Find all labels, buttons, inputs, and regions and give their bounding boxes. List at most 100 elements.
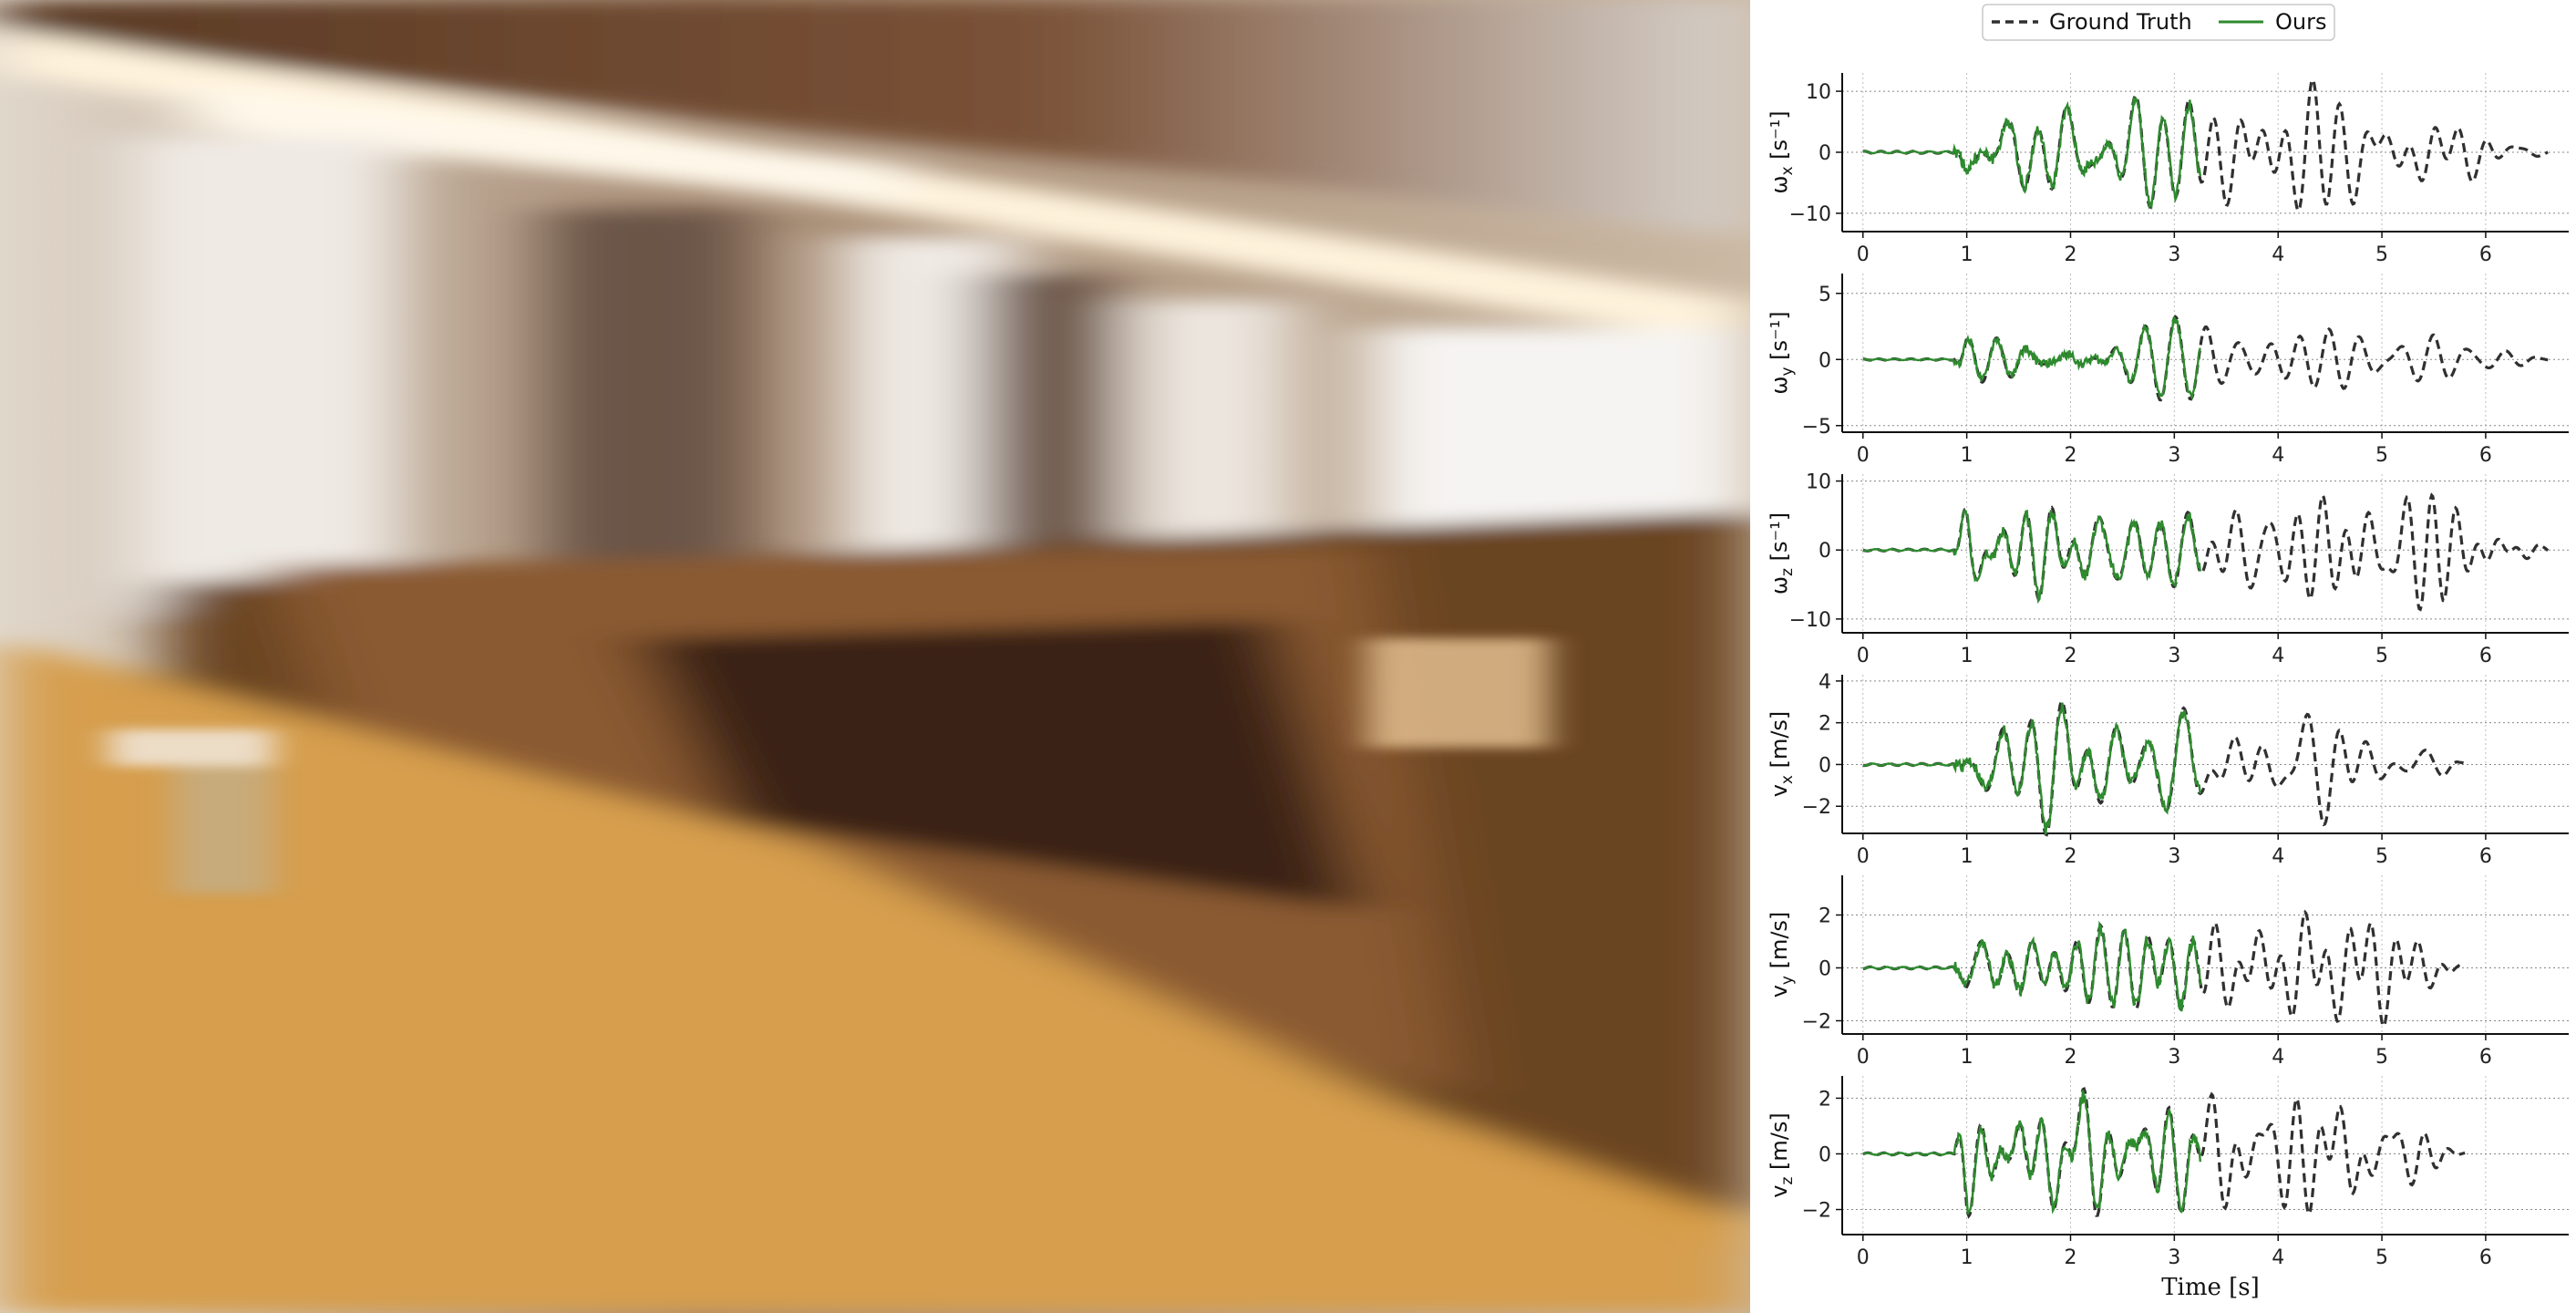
imu-plots-panel: Ground Truth Ours 0 1 2 3 4 5 6 −10 0 10 ωx [s⁻¹] 0…: [1750, 0, 2576, 1313]
y-tick-label: 5: [1819, 284, 1831, 306]
y-tick-label: −10: [1789, 609, 1831, 632]
y-tick-label: 0: [1819, 540, 1831, 563]
y-tick-label: −5: [1802, 416, 1831, 439]
x-tick-label: 1: [1961, 645, 1973, 667]
x-tick-label: 3: [2168, 444, 2180, 467]
x-tick-label: 0: [1857, 243, 1870, 266]
y-axis-title: vz [m/s]: [1767, 1112, 1797, 1197]
y-axis-unit: [m/s]: [1767, 912, 1792, 976]
y-axis-subscript: y: [1778, 367, 1797, 376]
x-tick-label: 6: [2479, 645, 2492, 667]
y-tick-label: −2: [1802, 1011, 1831, 1034]
x-tick-label: 1: [1961, 444, 1973, 467]
y-axis-title: ωx [s⁻¹]: [1767, 110, 1797, 193]
y-axis-subscript: x: [1778, 166, 1797, 175]
y-axis-unit: [s⁻¹]: [1767, 512, 1792, 568]
y-tick-label: 10: [1806, 471, 1831, 494]
series-ours-line: [1862, 97, 2201, 211]
y-tick-label: 0: [1819, 958, 1831, 981]
chart-vx: 0 1 2 3 4 5 6 −2 0 2 4 vx [m/s]: [1767, 671, 2569, 868]
chart-vy: 0 1 2 3 4 5 6 −2 0 2 vy [m/s]: [1767, 875, 2569, 1069]
chart-vz: 0 1 2 3 4 5 6 −2 0 2 vz [m/s]: [1767, 1076, 2569, 1269]
x-tick-label: 3: [2168, 243, 2180, 266]
x-tick-label: 2: [2064, 1246, 2076, 1269]
chart-ωy: 0 1 2 3 4 5 6 −5 0 5 ωy [s⁻¹]: [1767, 274, 2569, 467]
legend-ground-truth-label: Ground Truth: [2049, 9, 2192, 35]
x-tick-label: 4: [2272, 444, 2284, 467]
x-tick-label: 0: [1857, 1246, 1870, 1269]
y-tick-label: 2: [1819, 713, 1831, 736]
x-tick-label: 5: [2375, 444, 2388, 467]
y-axis-unit: [m/s]: [1767, 711, 1792, 775]
series-ours-line: [1862, 316, 2201, 401]
x-tick-label: 4: [2272, 243, 2284, 266]
y-tick-label: 2: [1819, 905, 1831, 928]
x-tick-label: 0: [1857, 1046, 1870, 1069]
chart-ωz: 0 1 2 3 4 5 6 −10 0 10 ωz [s⁻¹]: [1767, 471, 2569, 667]
x-tick-label: 4: [2272, 1046, 2284, 1069]
x-tick-label: 6: [2479, 444, 2492, 467]
y-tick-label: −2: [1802, 1200, 1831, 1223]
x-tick-label: 1: [1961, 1046, 1973, 1069]
chart-ωx: 0 1 2 3 4 5 6 −10 0 10 ωx [s⁻¹]: [1767, 73, 2569, 266]
y-tick-label: 0: [1819, 349, 1831, 372]
x-tick-label: 5: [2375, 845, 2388, 868]
x-tick-label: 2: [2064, 444, 2076, 467]
x-tick-label: 0: [1857, 645, 1870, 667]
x-tick-label: 6: [2479, 243, 2492, 266]
x-tick-label: 1: [1961, 845, 1973, 868]
x-tick-label: 4: [2272, 645, 2284, 667]
y-axis-symbol: ω: [1767, 377, 1792, 395]
photo-canvas: [0, 0, 1750, 1313]
x-tick-label: 3: [2168, 1246, 2180, 1269]
x-tick-label: 5: [2375, 243, 2388, 266]
series-ground-truth-line: [1862, 77, 2549, 212]
y-tick-label: 4: [1819, 671, 1831, 694]
series-ground-truth-line: [1862, 909, 2466, 1029]
x-tick-label: 3: [2168, 845, 2180, 868]
x-tick-label: 0: [1857, 444, 1870, 467]
y-axis-title: ωz [s⁻¹]: [1767, 512, 1797, 594]
y-tick-label: 0: [1819, 142, 1831, 165]
y-tick-label: 2: [1819, 1088, 1831, 1111]
y-axis-title: vx [m/s]: [1767, 711, 1797, 798]
series-ours-line: [1862, 1090, 2201, 1215]
y-axis-unit: [s⁻¹]: [1767, 110, 1792, 166]
series-ours-line: [1862, 702, 2201, 835]
x-tick-label: 1: [1961, 243, 1973, 266]
x-tick-label: 2: [2064, 243, 2076, 266]
legend: Ground Truth Ours: [1982, 4, 2335, 41]
x-tick-label: 4: [2272, 1246, 2284, 1269]
series-ours-line: [1862, 920, 2201, 1012]
x-tick-label: 6: [2479, 1246, 2492, 1269]
y-axis-symbol: v: [1767, 784, 1792, 797]
x-tick-label: 6: [2479, 1046, 2492, 1069]
x-tick-label: 5: [2375, 1246, 2388, 1269]
series-ours-line: [1862, 509, 2201, 605]
y-axis-subscript: x: [1778, 775, 1797, 784]
x-tick-label: 0: [1857, 845, 1870, 868]
x-tick-label: 2: [2064, 645, 2076, 667]
y-axis-symbol: ω: [1767, 176, 1792, 194]
y-axis-title: ωy [s⁻¹]: [1767, 311, 1797, 394]
x-tick-label: 2: [2064, 1046, 2076, 1069]
legend-ours-label: Ours: [2275, 9, 2326, 35]
series-ground-truth-line: [1862, 315, 2549, 402]
y-tick-label: 0: [1819, 754, 1831, 777]
y-axis-symbol: v: [1767, 1185, 1792, 1198]
y-axis-subscript: z: [1778, 1177, 1797, 1185]
x-tick-label: 6: [2479, 845, 2492, 868]
y-axis-symbol: v: [1767, 985, 1792, 998]
x-tick-label: 5: [2375, 1046, 2388, 1069]
x-tick-label: 3: [2168, 645, 2180, 667]
y-axis-symbol: ω: [1767, 576, 1792, 594]
blurred-photo: [0, 0, 1750, 1313]
x-tick-label: 2: [2064, 845, 2076, 868]
x-tick-label: 4: [2272, 845, 2284, 868]
x-tick-label: 1: [1961, 1246, 1973, 1269]
y-axis-subscript: z: [1778, 568, 1797, 576]
y-tick-label: 0: [1819, 1143, 1831, 1166]
legend-frame: [1982, 4, 2335, 41]
series-ground-truth-line: [1862, 699, 2466, 837]
